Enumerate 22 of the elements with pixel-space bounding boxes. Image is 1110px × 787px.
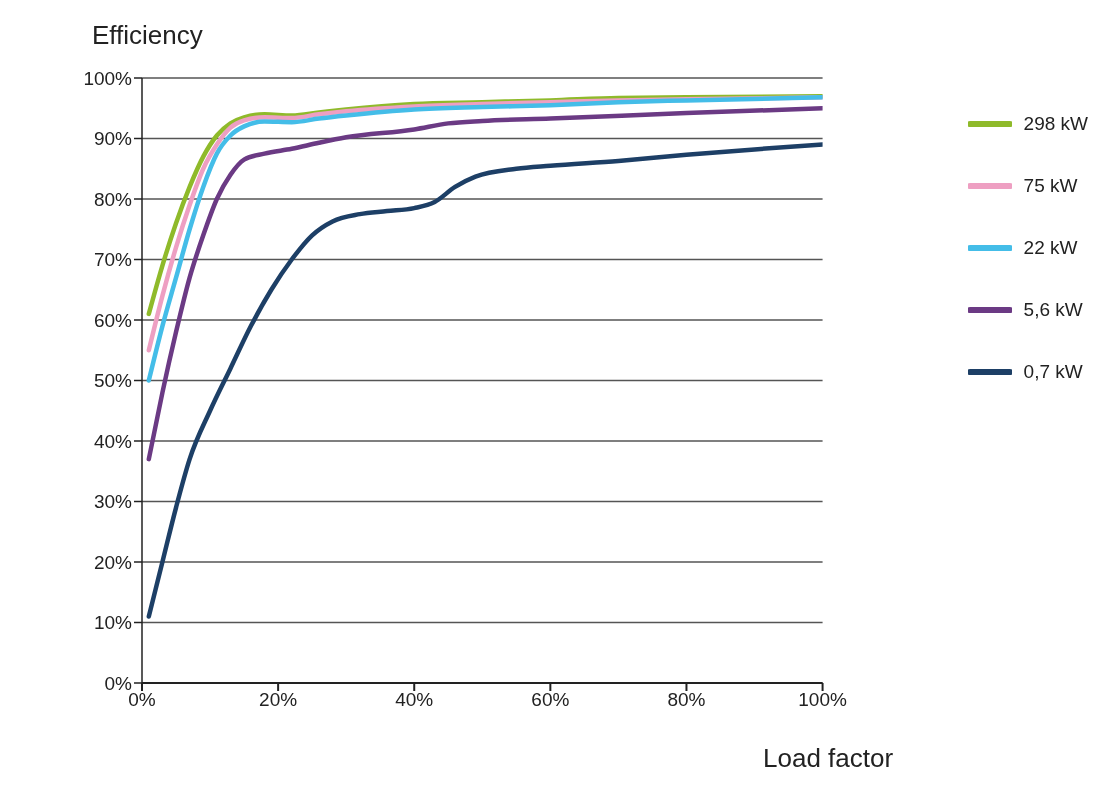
y-tick-label: 80%	[93, 188, 133, 210]
x-axis-title: Load factor	[763, 743, 894, 774]
y-axis-title: Efficiency	[92, 20, 203, 51]
legend-label: 298 kW	[1023, 113, 1088, 135]
x-tick-label: 40%	[395, 689, 434, 711]
x-tick-label: 20%	[259, 689, 298, 711]
legend-label: 5,6 kW	[1023, 299, 1083, 321]
y-tick-label: 20%	[93, 551, 133, 573]
legend-label: 75 kW	[1023, 175, 1078, 197]
y-tick-label: 100%	[83, 67, 133, 89]
y-tick-label: 30%	[93, 491, 133, 513]
y-tick-label: 90%	[93, 128, 133, 150]
x-tick-label: 60%	[531, 689, 570, 711]
y-tick-label: 10%	[93, 612, 133, 634]
legend-label: 22 kW	[1023, 237, 1078, 259]
legend-label: 0,7 kW	[1023, 361, 1083, 383]
x-tick-label: 100%	[798, 689, 847, 711]
y-tick-label: 40%	[93, 430, 133, 452]
y-tick-label: 50%	[93, 370, 133, 392]
y-tick-label: 60%	[93, 309, 133, 331]
x-tick-label: 80%	[667, 689, 706, 711]
y-tick-label: 70%	[93, 249, 133, 271]
